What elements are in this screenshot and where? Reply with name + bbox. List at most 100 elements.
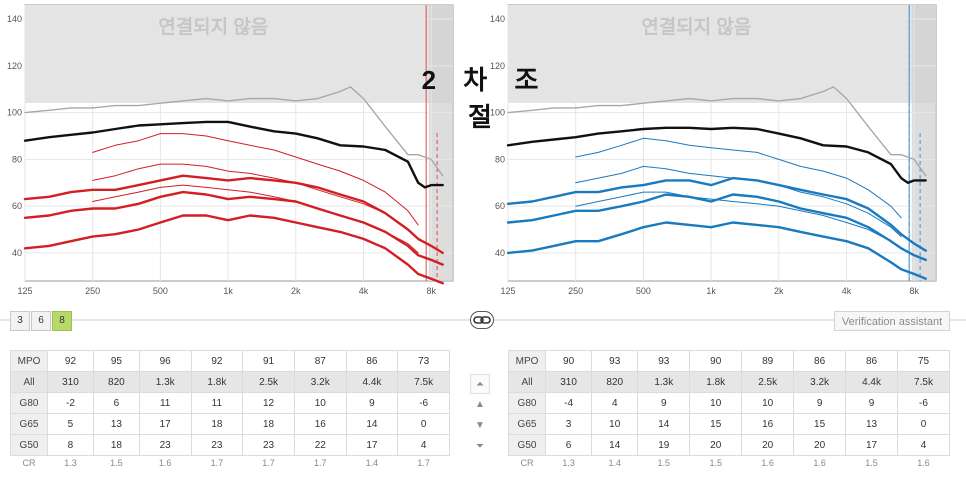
decrease-all-button[interactable]: ⏷ — [476, 441, 484, 452]
mpo-cell[interactable]: 93 — [637, 350, 691, 372]
mpo-cell[interactable]: 86 — [845, 350, 898, 372]
gain-cell[interactable]: 10 — [689, 392, 743, 414]
g65-label[interactable]: G65 — [10, 413, 48, 435]
freq-cell[interactable]: 1.3k — [637, 371, 691, 393]
gain-cell[interactable]: 9 — [845, 392, 898, 414]
gain-cell[interactable]: 0 — [897, 413, 950, 435]
g50-label[interactable]: G50 — [508, 434, 546, 456]
mpo-cell[interactable]: 93 — [591, 350, 639, 372]
x-tick-label: 4k — [842, 286, 852, 296]
gain-cell[interactable]: 20 — [689, 434, 743, 456]
gain-cell[interactable]: 4 — [897, 434, 950, 456]
gain-cell[interactable]: 16 — [293, 413, 347, 435]
mpo-cell[interactable]: 91 — [242, 350, 295, 372]
mpo-cell[interactable]: 95 — [92, 350, 140, 372]
gain-cell[interactable]: 9 — [637, 392, 691, 414]
mpo-cell[interactable]: 87 — [293, 350, 347, 372]
gain-cell[interactable]: 11 — [138, 392, 192, 414]
freq-cell[interactable]: 4.4k — [845, 371, 898, 393]
gain-cell[interactable]: 11 — [190, 392, 244, 414]
gain-cell[interactable]: 23 — [242, 434, 295, 456]
freq-cell[interactable]: 3.2k — [293, 371, 347, 393]
all-label[interactable]: All — [10, 371, 48, 393]
gain-cell[interactable]: 5 — [47, 413, 94, 435]
mpo-cell[interactable]: 73 — [397, 350, 450, 372]
gain-cell[interactable]: 17 — [845, 434, 898, 456]
mpo-cell[interactable]: 92 — [47, 350, 94, 372]
channel-6-button[interactable]: 6 — [31, 311, 51, 331]
gain-cell[interactable]: 9 — [793, 392, 847, 414]
all-label[interactable]: All — [508, 371, 546, 393]
freq-cell[interactable]: 2.5k — [242, 371, 295, 393]
gain-cell[interactable]: 18 — [242, 413, 295, 435]
gain-cell[interactable]: 15 — [689, 413, 743, 435]
gain-cell[interactable]: 12 — [242, 392, 295, 414]
gain-cell[interactable]: 6 — [544, 434, 593, 456]
gain-cell[interactable]: 10 — [741, 392, 795, 414]
gain-cell[interactable]: 20 — [741, 434, 795, 456]
gain-cell[interactable]: 4 — [397, 434, 450, 456]
mpo-cell[interactable]: 75 — [897, 350, 950, 372]
gain-cell[interactable]: 8 — [47, 434, 94, 456]
gain-cell[interactable]: -6 — [897, 392, 950, 414]
freq-cell[interactable]: 1.8k — [689, 371, 743, 393]
freq-cell[interactable]: 3.2k — [793, 371, 847, 393]
gain-cell[interactable]: 6 — [92, 392, 140, 414]
freq-cell[interactable]: 820 — [92, 371, 140, 393]
gain-cell[interactable]: -6 — [397, 392, 450, 414]
gain-cell[interactable]: 16 — [741, 413, 795, 435]
gain-cell[interactable]: 22 — [293, 434, 347, 456]
gain-cell[interactable]: 13 — [92, 413, 140, 435]
gain-cell[interactable]: 18 — [92, 434, 140, 456]
gain-cell[interactable]: 10 — [293, 392, 347, 414]
gain-cell[interactable]: -2 — [47, 392, 94, 414]
gain-cell[interactable]: 19 — [637, 434, 691, 456]
gain-cell[interactable]: 23 — [190, 434, 244, 456]
mpo-cell[interactable]: 90 — [544, 350, 593, 372]
gain-cell[interactable]: 17 — [138, 413, 192, 435]
link-sides-button[interactable] — [470, 311, 494, 329]
mpo-cell[interactable]: 89 — [741, 350, 795, 372]
freq-cell[interactable]: 4.4k — [345, 371, 399, 393]
freq-cell[interactable]: 820 — [591, 371, 639, 393]
g80-label[interactable]: G80 — [508, 392, 546, 414]
freq-cell[interactable]: 1.8k — [190, 371, 244, 393]
gain-cell[interactable]: 10 — [591, 413, 639, 435]
increase-button[interactable]: ▲ — [475, 399, 485, 410]
channel-8-button[interactable]: 8 — [52, 311, 72, 331]
freq-cell[interactable]: 310 — [47, 371, 94, 393]
g50-label[interactable]: G50 — [10, 434, 48, 456]
mpo-cell[interactable]: 86 — [793, 350, 847, 372]
mpo-cell[interactable]: 90 — [689, 350, 743, 372]
gain-cell[interactable]: 0 — [397, 413, 450, 435]
gain-cell[interactable]: 13 — [845, 413, 898, 435]
gain-cell[interactable]: 14 — [591, 434, 639, 456]
g80-row: G80 -2 6 11 11 12 10 9 -6 — [10, 392, 450, 414]
freq-cell[interactable]: 2.5k — [741, 371, 795, 393]
gain-cell[interactable]: 14 — [345, 413, 399, 435]
verification-assistant-button[interactable]: Verification assistant — [834, 311, 950, 331]
g80-label[interactable]: G80 — [10, 392, 48, 414]
gain-cell[interactable]: 15 — [793, 413, 847, 435]
mpo-cell[interactable]: 92 — [190, 350, 244, 372]
gain-cell[interactable]: 20 — [793, 434, 847, 456]
gain-cell[interactable]: 23 — [138, 434, 192, 456]
freq-cell[interactable]: 310 — [544, 371, 593, 393]
gain-cell[interactable]: 3 — [544, 413, 593, 435]
gain-cell[interactable]: -4 — [544, 392, 593, 414]
mpo-cell[interactable]: 86 — [345, 350, 399, 372]
increase-all-button[interactable]: ⏶ — [470, 374, 490, 394]
decrease-button[interactable]: ▼ — [475, 420, 485, 431]
gain-cell[interactable]: 14 — [637, 413, 691, 435]
gain-cell[interactable]: 18 — [190, 413, 244, 435]
freq-cell[interactable]: 7.5k — [397, 371, 450, 393]
channel-3-button[interactable]: 3 — [10, 311, 30, 331]
x-tick-label: 8k — [909, 286, 919, 296]
mpo-cell[interactable]: 96 — [138, 350, 192, 372]
freq-cell[interactable]: 7.5k — [897, 371, 950, 393]
gain-cell[interactable]: 4 — [591, 392, 639, 414]
freq-cell[interactable]: 1.3k — [138, 371, 192, 393]
gain-cell[interactable]: 17 — [345, 434, 399, 456]
g65-label[interactable]: G65 — [508, 413, 546, 435]
gain-cell[interactable]: 9 — [345, 392, 399, 414]
